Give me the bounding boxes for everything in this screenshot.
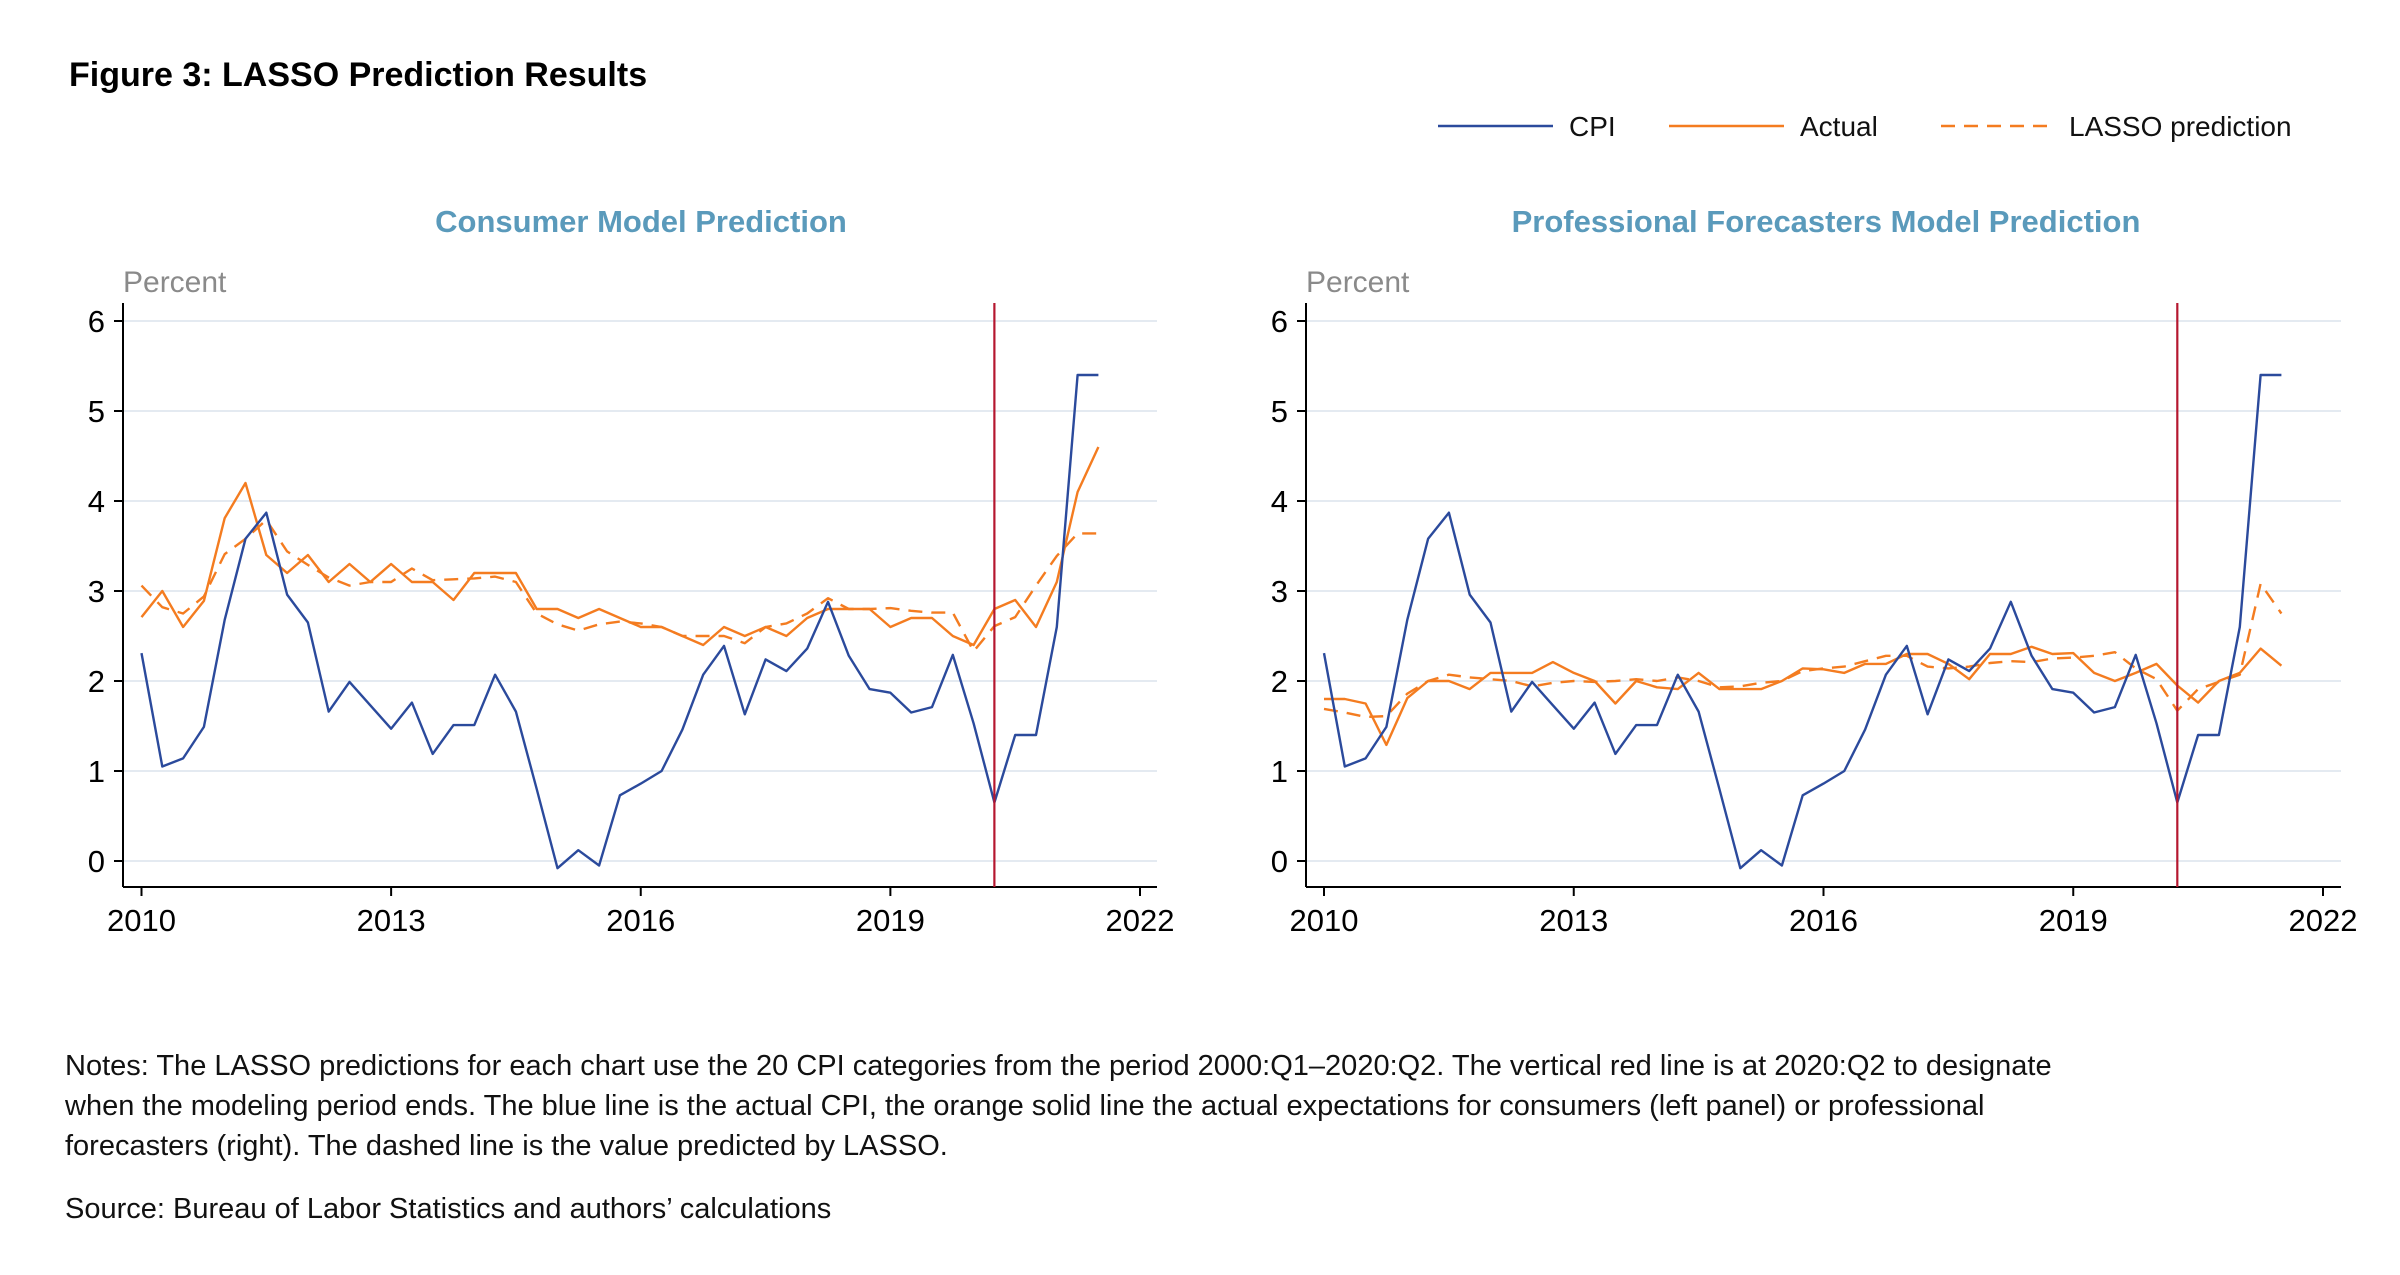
legend-label-cpi: CPI [1569,111,1616,142]
y-tick-label: 2 [88,664,105,699]
x-tick-label: 2016 [1789,903,1858,938]
x-tick-label: 2010 [107,903,176,938]
x-tick-label: 2010 [1290,903,1359,938]
notes-line: Notes: The LASSO predictions for each ch… [65,1050,2052,1082]
professional-forecasters-panel: Professional Forecasters Model Predictio… [1271,204,2358,938]
y-axis-label: Percent [123,266,227,299]
lasso-prediction-line [1323,582,2283,719]
source-note: Source: Bureau of Labor Statistics and a… [65,1193,832,1225]
notes-line: forecasters (right). The dashed line is … [65,1130,948,1162]
legend-label-lasso: LASSO prediction [2069,111,2292,142]
y-tick-label: 5 [88,394,105,429]
y-tick-label: 4 [88,484,105,519]
y-tick-label: 2 [1271,664,1288,699]
figure-title: Figure 3: LASSO Prediction Results [69,56,647,94]
y-tick-label: 0 [88,844,105,879]
cpi-line [1322,373,2282,870]
x-tick-label: 2022 [1106,903,1175,938]
x-tick-label: 2022 [2289,903,2358,938]
legend: CPI Actual LASSO prediction [1438,111,2292,142]
y-tick-label: 0 [1271,844,1288,879]
panel-title: Professional Forecasters Model Predictio… [1512,204,2141,239]
cpi-line [140,373,1099,870]
notes: Notes: The LASSO predictions for each ch… [65,1046,2052,1166]
legend-label-actual: Actual [1800,111,1878,142]
notes-line: when the modeling period ends. The blue … [65,1090,1985,1122]
y-axis-label: Percent [1306,266,1410,299]
x-tick-label: 2013 [357,903,426,938]
x-tick-label: 2013 [1539,903,1608,938]
y-tick-label: 3 [88,574,105,609]
y-tick-label: 5 [1271,394,1288,429]
y-tick-label: 3 [1271,574,1288,609]
x-tick-label: 2019 [856,903,925,938]
lasso-prediction-line [140,518,1099,653]
y-tick-label: 4 [1271,484,1288,519]
x-tick-label: 2019 [2039,903,2108,938]
x-tick-label: 2016 [606,903,675,938]
y-tick-label: 1 [88,754,105,789]
y-tick-label: 1 [1271,754,1288,789]
y-tick-label: 6 [88,304,105,339]
consumer-model-panel: Consumer Model Prediction Percent 0 1 2 3 4 5 6 2… [88,204,1175,938]
panel-title: Consumer Model Prediction [435,204,847,239]
y-tick-label: 6 [1271,304,1288,339]
